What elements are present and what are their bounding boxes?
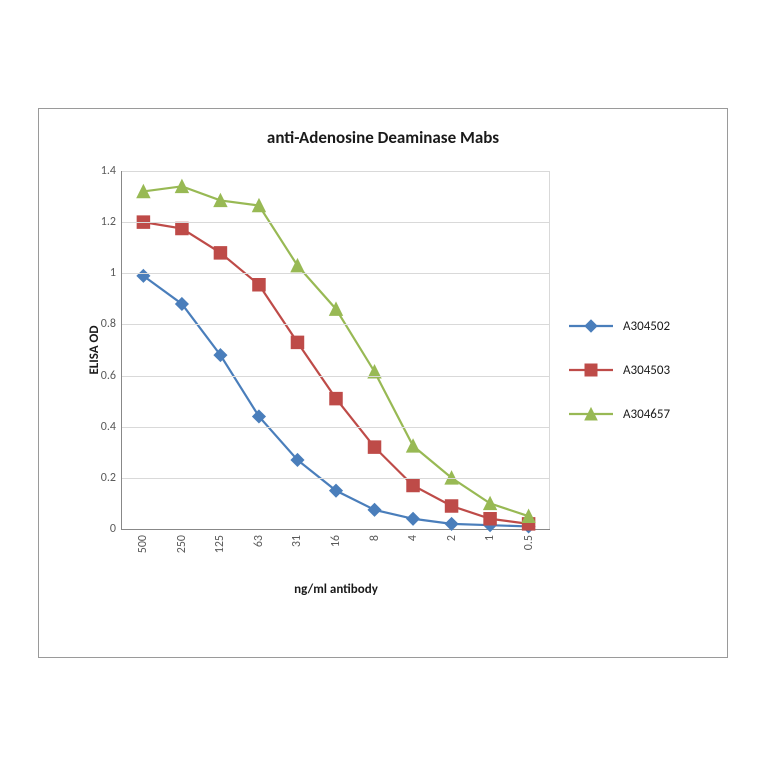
series-marker [407, 480, 419, 492]
legend-item: A304502 [569, 311, 670, 341]
x-tick-label: 125 [213, 535, 227, 553]
y-tick-label: 0.4 [101, 420, 116, 434]
gridline [122, 324, 550, 325]
x-tick-label: 31 [290, 535, 304, 547]
y-axis-title: ELISA OD [87, 325, 102, 374]
y-tick-label: 1 [110, 266, 116, 280]
x-tick-label: 500 [136, 535, 150, 553]
x-tick-label: 16 [329, 535, 343, 547]
series-marker [407, 440, 419, 452]
legend-label: A304657 [623, 407, 670, 422]
chart-title: anti-Adenosine Deaminase Mabs [39, 127, 727, 148]
legend-label: A304502 [623, 319, 670, 334]
legend-swatch [569, 363, 613, 377]
series-marker [407, 513, 419, 525]
series-marker [369, 504, 381, 516]
y-tick-label: 0.6 [101, 369, 116, 383]
y-tick-label: 1.2 [101, 215, 116, 229]
x-tick-label: 1 [483, 535, 497, 541]
series-marker [369, 441, 381, 453]
series-marker [253, 279, 265, 291]
x-tick-label: 0.5 [522, 535, 536, 550]
gridline [122, 478, 550, 479]
x-tick-label: 250 [175, 535, 189, 553]
legend-swatch [569, 319, 613, 333]
series-marker [484, 497, 496, 509]
series-marker [523, 510, 535, 522]
x-tick-label: 2 [445, 535, 459, 541]
gridline [122, 171, 550, 172]
plot-area: ELISA OD ng/ml antibody 00.20.40.60.811.… [121, 171, 550, 530]
chart-card: anti-Adenosine Deaminase Mabs ELISA OD n… [38, 108, 728, 658]
y-tick-label: 0 [110, 522, 116, 536]
y-tick-label: 1.4 [101, 164, 116, 178]
x-tick-label: 4 [406, 535, 420, 541]
y-tick-label: 0.2 [101, 471, 116, 485]
series-marker [446, 518, 458, 530]
legend-label: A304503 [623, 363, 670, 378]
series-marker [446, 500, 458, 512]
series-marker [176, 223, 188, 235]
legend-item: A304503 [569, 355, 670, 385]
series-line [143, 186, 528, 516]
legend-item: A304657 [569, 399, 670, 429]
legend-swatch [569, 407, 613, 421]
gridline [122, 376, 550, 377]
x-axis-title: ng/ml antibody [122, 582, 550, 597]
y-tick-label: 0.8 [101, 317, 116, 331]
x-tick-label: 63 [252, 535, 266, 547]
gridline [122, 273, 550, 274]
series-marker [291, 336, 303, 348]
legend: A304502 A304503 A304657 [569, 311, 670, 443]
series-marker [484, 513, 496, 525]
gridline [122, 222, 550, 223]
series-marker [330, 393, 342, 405]
series-marker [214, 247, 226, 259]
series-marker [291, 260, 303, 272]
chart-svg [122, 171, 550, 529]
x-tick-label: 8 [368, 535, 382, 541]
gridline [122, 427, 550, 428]
